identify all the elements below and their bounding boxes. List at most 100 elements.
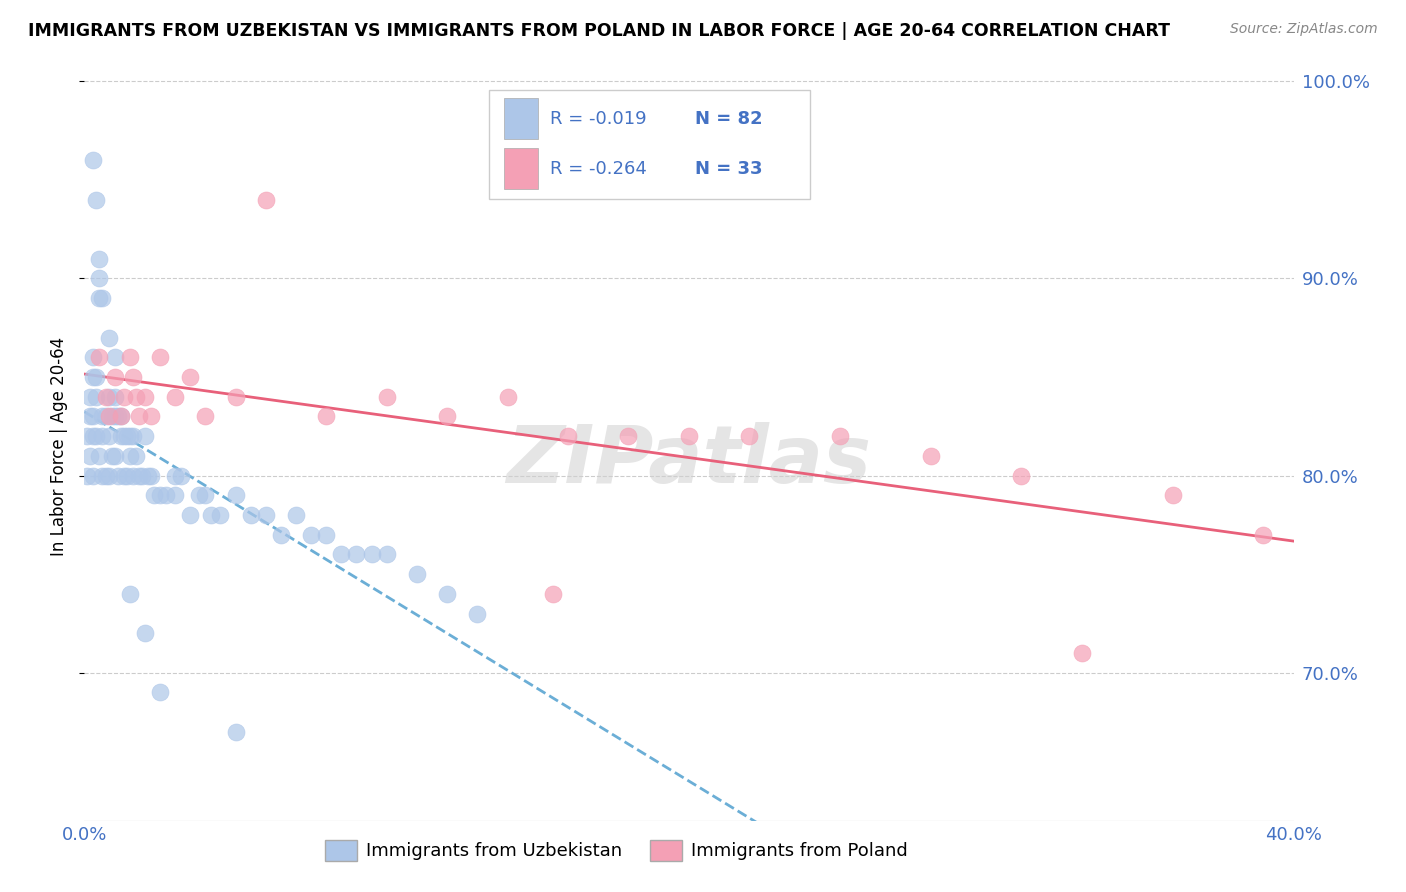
- Point: [100, 409, 122, 424]
- Text: R = -0.019: R = -0.019: [550, 110, 647, 128]
- Point: [94, 468, 117, 483]
- Point: [315, 527, 337, 541]
- Point: [557, 429, 579, 443]
- Point: [188, 488, 211, 502]
- Point: [86, 370, 108, 384]
- Point: [360, 548, 382, 562]
- Point: [118, 587, 141, 601]
- Point: [134, 626, 156, 640]
- Point: [91, 409, 114, 424]
- Point: [86, 429, 108, 443]
- Point: [406, 567, 429, 582]
- Point: [1071, 646, 1094, 660]
- Point: [89, 449, 111, 463]
- Point: [830, 429, 852, 443]
- Point: [617, 429, 640, 443]
- Point: [91, 468, 114, 483]
- Point: [179, 370, 201, 384]
- Point: [107, 468, 129, 483]
- Point: [142, 488, 165, 502]
- Point: [375, 390, 398, 404]
- Point: [97, 468, 120, 483]
- Point: [136, 468, 159, 483]
- Point: [100, 449, 122, 463]
- Point: [89, 271, 111, 285]
- Point: [270, 527, 292, 541]
- Point: [112, 390, 135, 404]
- Point: [134, 390, 156, 404]
- Point: [86, 390, 108, 404]
- Point: [149, 685, 172, 699]
- Point: [118, 429, 141, 443]
- Point: [121, 468, 143, 483]
- Point: [91, 291, 114, 305]
- Point: [541, 587, 564, 601]
- Point: [125, 390, 148, 404]
- Point: [97, 330, 120, 344]
- Point: [121, 429, 143, 443]
- Point: [155, 488, 177, 502]
- Point: [82, 409, 104, 424]
- Point: [79, 409, 101, 424]
- Point: [97, 429, 120, 443]
- Point: [149, 488, 172, 502]
- Point: [225, 390, 247, 404]
- Point: [225, 488, 247, 502]
- Point: [200, 508, 222, 522]
- Point: [107, 409, 129, 424]
- Legend: Immigrants from Uzbekistan, Immigrants from Poland: Immigrants from Uzbekistan, Immigrants f…: [318, 832, 915, 868]
- Point: [104, 351, 127, 365]
- Point: [76, 468, 98, 483]
- Point: [134, 429, 156, 443]
- Point: [110, 409, 132, 424]
- Point: [104, 370, 127, 384]
- Point: [1253, 527, 1275, 541]
- Point: [678, 429, 700, 443]
- Point: [79, 449, 101, 463]
- Text: Source: ZipAtlas.com: Source: ZipAtlas.com: [1230, 22, 1378, 37]
- Bar: [489, 90, 810, 199]
- Point: [82, 351, 104, 365]
- Text: N = 33: N = 33: [695, 160, 762, 178]
- Point: [89, 291, 111, 305]
- Point: [1011, 468, 1033, 483]
- Point: [738, 429, 761, 443]
- Point: [86, 193, 108, 207]
- Point: [121, 370, 143, 384]
- Point: [115, 468, 138, 483]
- Point: [254, 508, 277, 522]
- Point: [149, 351, 172, 365]
- Point: [112, 468, 135, 483]
- Point: [91, 429, 114, 443]
- Point: [94, 390, 117, 404]
- Point: [375, 548, 398, 562]
- Point: [94, 409, 117, 424]
- Point: [97, 409, 120, 424]
- Text: N = 82: N = 82: [695, 110, 762, 128]
- Point: [139, 468, 162, 483]
- Point: [496, 390, 519, 404]
- Point: [299, 527, 322, 541]
- Point: [118, 351, 141, 365]
- Point: [82, 370, 104, 384]
- Point: [225, 725, 247, 739]
- Point: [82, 153, 104, 167]
- Point: [110, 409, 132, 424]
- Point: [110, 429, 132, 443]
- Point: [165, 390, 187, 404]
- Point: [79, 390, 101, 404]
- Text: ZIPatlas: ZIPatlas: [506, 422, 872, 500]
- Point: [89, 252, 111, 266]
- Point: [194, 488, 217, 502]
- Point: [131, 468, 153, 483]
- Point: [128, 409, 150, 424]
- Point: [285, 508, 308, 522]
- Point: [76, 429, 98, 443]
- Point: [97, 390, 120, 404]
- Point: [254, 193, 277, 207]
- Point: [82, 429, 104, 443]
- Point: [170, 468, 193, 483]
- Text: R = -0.264: R = -0.264: [550, 160, 647, 178]
- Point: [82, 468, 104, 483]
- Text: IMMIGRANTS FROM UZBEKISTAN VS IMMIGRANTS FROM POLAND IN LABOR FORCE | AGE 20-64 : IMMIGRANTS FROM UZBEKISTAN VS IMMIGRANTS…: [28, 22, 1170, 40]
